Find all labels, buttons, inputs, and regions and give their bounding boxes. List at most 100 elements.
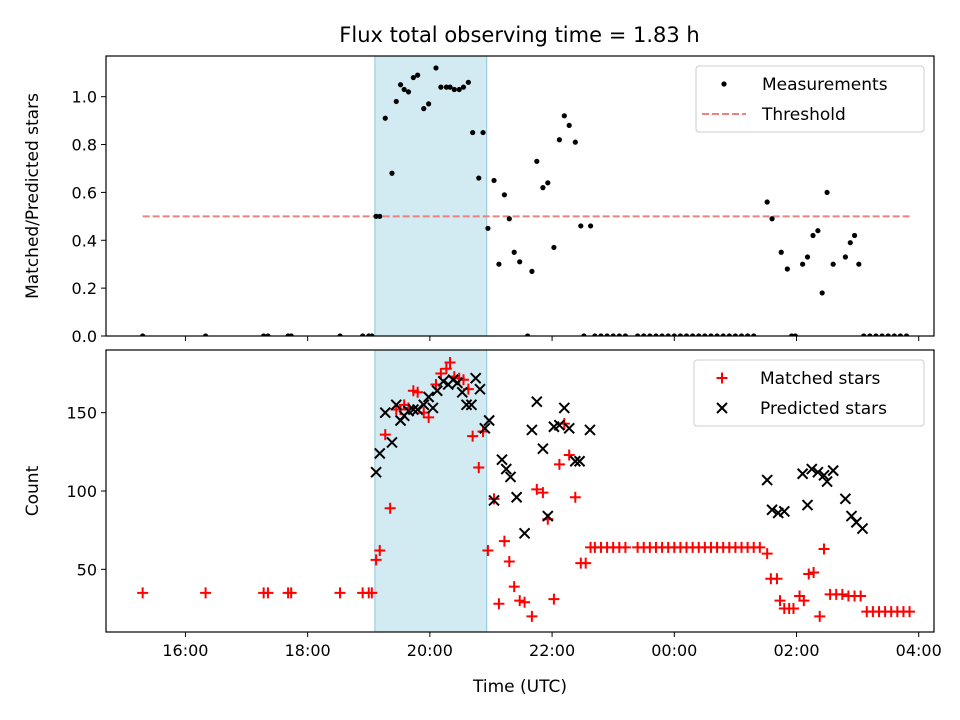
data-point [784,266,790,272]
data-point [891,333,897,336]
data-point [821,475,833,488]
data-point [465,79,471,85]
data-point [677,333,684,336]
data-point [800,261,806,267]
data-point [382,115,388,121]
data-point [569,455,582,467]
data-point [473,462,485,473]
x-tick-label: 02:00 [773,641,819,660]
data-point [708,333,714,336]
data-point [460,84,467,90]
data-point [798,595,810,607]
data-point [474,383,486,395]
data-point [444,357,456,369]
data-point [573,455,586,467]
data-point [508,581,520,593]
data-point [653,333,659,336]
data-point [572,139,578,145]
data-point [824,189,830,196]
data-point [397,82,404,88]
data-point [386,436,398,449]
data-point [433,65,439,71]
data-point [537,487,549,499]
data-point [370,554,382,566]
legend-label: Threshold [761,105,846,125]
data-point [465,399,478,411]
y-tick-label: 50 [77,560,97,579]
data-point [440,363,452,375]
data-point [480,129,486,136]
y-tick-label: 150 [66,404,97,423]
data-point [374,447,386,460]
data-point [792,333,798,336]
data-point [581,333,587,336]
data-point [804,254,811,260]
data-point [641,333,647,336]
data-point [285,587,297,599]
data-point [726,333,732,336]
data-point [451,86,457,93]
data-point [751,333,757,336]
data-point [815,228,821,234]
data-point [360,333,366,336]
data-point [818,469,830,482]
data-point [873,333,879,336]
data-point [262,587,274,599]
data-point [456,386,468,399]
data-point [647,333,653,336]
data-point [482,545,494,557]
data-point [410,74,416,81]
data-point [856,522,869,535]
data-point [856,261,862,267]
data-point [374,545,386,557]
data-point [598,333,604,336]
data-point [566,122,572,129]
data-point [551,244,557,251]
data-point [818,543,830,555]
data-point [819,290,825,296]
data-point [771,573,783,585]
data-point [885,333,891,336]
data-point [774,595,786,607]
y-tick-label: 0.8 [72,136,97,155]
data-point [766,504,778,516]
data-point [200,587,212,599]
data-point [584,424,596,436]
data-point [702,333,708,336]
data-point [569,491,581,503]
x-tick-label: 18:00 [285,641,331,660]
data-point [553,458,565,470]
data-point [405,89,412,95]
data-point [288,333,294,336]
data-point [836,588,848,600]
y-tick-label: 0.4 [72,231,97,250]
y-axis-label: Matched/Predicted stars [23,93,43,299]
data-point [761,474,773,486]
data-point [496,453,508,466]
data-point [665,333,671,336]
data-point [580,557,592,569]
data-point [683,333,690,336]
data-point [447,84,453,90]
data-point [337,333,343,336]
data-point [610,333,616,336]
data-point [671,333,677,336]
data-point [548,593,560,605]
data-point [847,240,853,246]
data-point [261,333,267,336]
data-point [401,86,407,93]
data-point [526,424,538,436]
data-point [553,419,566,431]
data-point [510,491,523,503]
data-point [830,261,836,267]
plot-area [140,65,910,336]
data-point [384,502,396,514]
data-point [140,333,146,336]
data-point [761,548,773,560]
data-point [418,399,430,411]
y-axis-label: Count [23,465,43,516]
y-tick-label: 1.0 [72,88,97,107]
data-point [467,430,479,442]
data-point [897,333,903,336]
